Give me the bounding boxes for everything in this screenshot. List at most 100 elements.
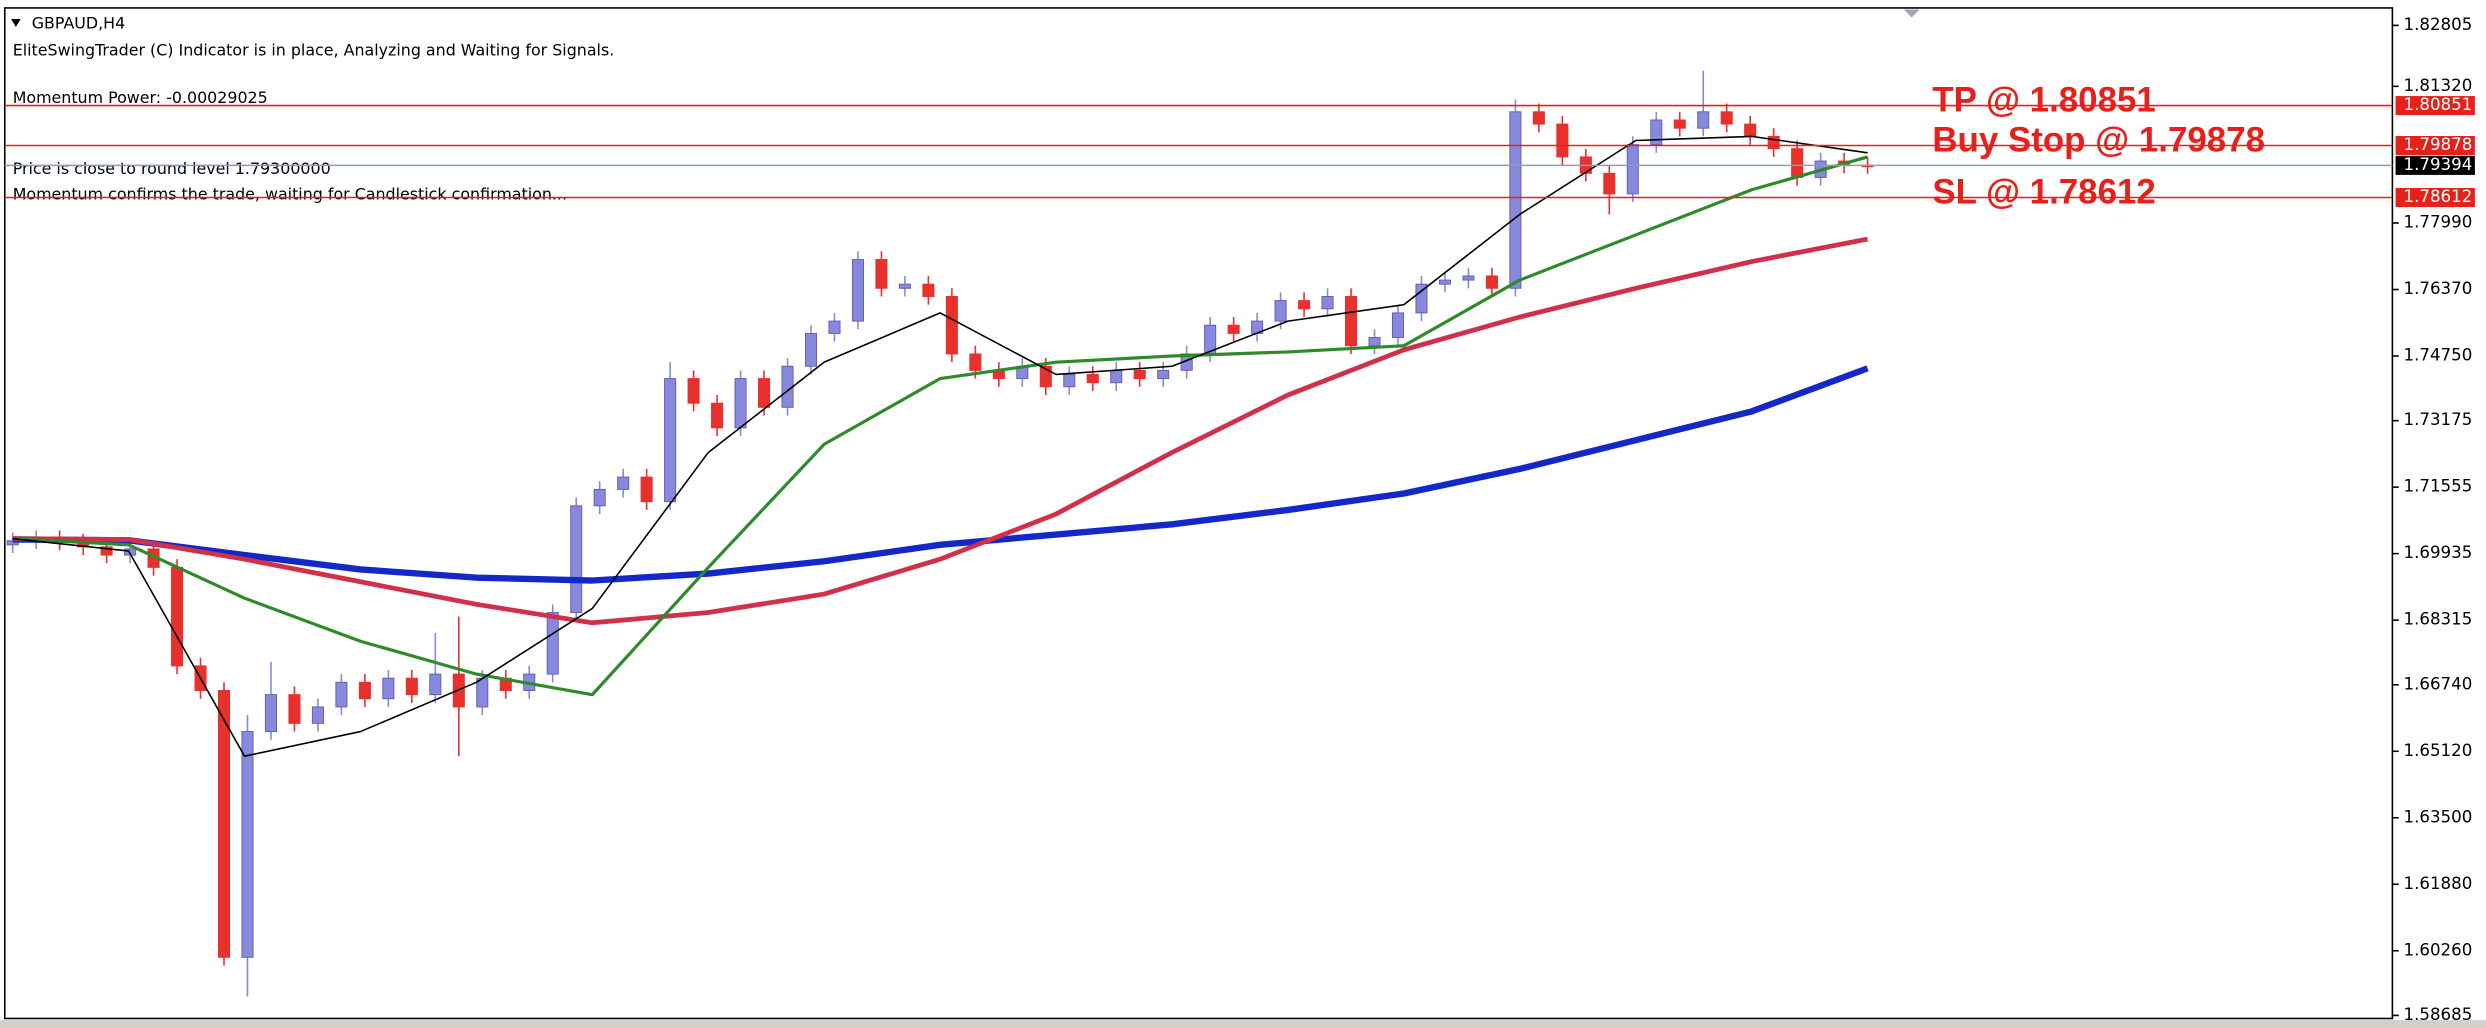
- candle-body: [1415, 283, 1428, 314]
- price-box: [2395, 187, 2475, 208]
- plot-frame: [3, 7, 2394, 1020]
- candle-body: [311, 706, 324, 724]
- candle-body: [711, 402, 724, 429]
- candle-body: [1532, 111, 1545, 125]
- candle-body: [1767, 135, 1780, 150]
- candle-body: [358, 681, 371, 700]
- candle-body: [1345, 296, 1358, 347]
- y-tick-label: 1.65120: [2404, 741, 2473, 760]
- candle-body: [593, 488, 606, 507]
- candle-body: [335, 681, 348, 708]
- candle-body: [1274, 300, 1287, 322]
- candle-body: [1556, 123, 1569, 158]
- level-annotation: Buy Stop @ 1.79878: [1932, 121, 2265, 160]
- candle-body: [664, 378, 677, 503]
- candle-body: [1650, 119, 1663, 146]
- candle-body: [851, 259, 864, 322]
- y-tick-label: 1.58685: [2404, 1005, 2473, 1024]
- candle-body: [734, 378, 747, 429]
- candle-body: [429, 673, 442, 696]
- candle-body: [1133, 369, 1146, 380]
- moving-average-line: [12, 155, 1869, 697]
- info-text: Momentum Power: -0.00029025: [13, 88, 268, 107]
- candle-body: [382, 677, 395, 700]
- symbol-title: GBPAUD,H4: [32, 13, 125, 32]
- candle-body: [264, 694, 277, 733]
- y-tick-label: 1.81320: [2404, 76, 2473, 95]
- candle-body: [758, 378, 771, 408]
- candle-body: [1720, 111, 1733, 125]
- candle-body: [288, 694, 301, 724]
- price-box-label: 1.79394: [2404, 155, 2473, 174]
- moving-average-line: [12, 365, 1869, 584]
- candle-body: [687, 378, 700, 404]
- candle-body: [405, 677, 418, 696]
- candle-body: [1438, 279, 1451, 285]
- price-box-label: 1.78612: [2404, 187, 2473, 206]
- candle-body: [171, 566, 184, 667]
- candle-body: [828, 320, 841, 334]
- info-text: EliteSwingTrader (C) Indicator is in pla…: [13, 40, 615, 59]
- y-tick-label: 1.76370: [2404, 279, 2473, 298]
- candle-body: [241, 731, 254, 958]
- candle-body: [1227, 324, 1240, 334]
- level-annotation: SL @ 1.78612: [1932, 173, 2155, 212]
- candle-body: [1485, 275, 1498, 289]
- candle-body: [922, 283, 935, 297]
- candle-body: [945, 296, 958, 355]
- candle-body: [1673, 119, 1686, 129]
- y-tick-label: 1.82805: [2404, 15, 2473, 34]
- candle-body: [217, 690, 231, 958]
- candle-body: [1462, 275, 1475, 281]
- candle-body: [1321, 296, 1334, 310]
- candle-body: [1744, 123, 1757, 137]
- candle-body: [1298, 300, 1311, 310]
- candle-body: [1791, 148, 1804, 178]
- candle-body: [1368, 337, 1381, 347]
- price-box: [2395, 96, 2475, 116]
- price-box-label: 1.80851: [2404, 95, 2473, 114]
- y-tick-label: 1.63500: [2404, 807, 2473, 826]
- candle-body: [640, 476, 653, 503]
- candle-body: [1063, 373, 1076, 388]
- candle-body: [546, 612, 559, 675]
- candle-body: [1039, 365, 1052, 388]
- info-text: Price is close to round level 1.79300000: [13, 159, 331, 178]
- y-tick-label: 1.68315: [2404, 610, 2473, 629]
- level-annotation: TP @ 1.80851: [1932, 81, 2155, 120]
- menu-triangle: [11, 19, 21, 27]
- candle-body: [969, 353, 982, 371]
- y-tick-label: 1.66740: [2404, 674, 2473, 693]
- moving-average-line: [12, 236, 1869, 626]
- info-text: Momentum confirms the trade, waiting for…: [13, 185, 567, 204]
- candle-body: [1697, 111, 1710, 129]
- candle-body: [617, 476, 630, 490]
- shift-marker: [1903, 9, 1920, 18]
- y-tick-label: 1.60260: [2404, 940, 2473, 959]
- candle-body: [570, 505, 583, 614]
- y-tick-label: 1.77990: [2404, 213, 2473, 232]
- candle-body: [1391, 312, 1405, 339]
- y-tick-label: 1.61880: [2404, 874, 2473, 893]
- candle-body: [1110, 369, 1123, 384]
- candle-body: [898, 283, 911, 289]
- candle-body: [1157, 369, 1170, 380]
- candle-body: [1086, 373, 1099, 384]
- y-tick-label: 1.74750: [2404, 346, 2473, 365]
- candle-body: [804, 332, 818, 367]
- candle-body: [1509, 111, 1522, 289]
- moving-average-line: [12, 135, 1868, 757]
- price-box: [2395, 155, 2475, 175]
- y-tick-label: 1.73175: [2404, 410, 2473, 429]
- y-tick-label: 1.71555: [2404, 477, 2473, 496]
- candle-body: [100, 546, 113, 556]
- candle-body: [875, 259, 888, 289]
- price-box-label: 1.79878: [2404, 135, 2473, 154]
- price-box: [2395, 135, 2475, 156]
- candle-body: [1626, 144, 1639, 195]
- y-tick-label: 1.69935: [2404, 543, 2473, 562]
- candle-body: [476, 677, 489, 708]
- candle-body: [1603, 172, 1616, 195]
